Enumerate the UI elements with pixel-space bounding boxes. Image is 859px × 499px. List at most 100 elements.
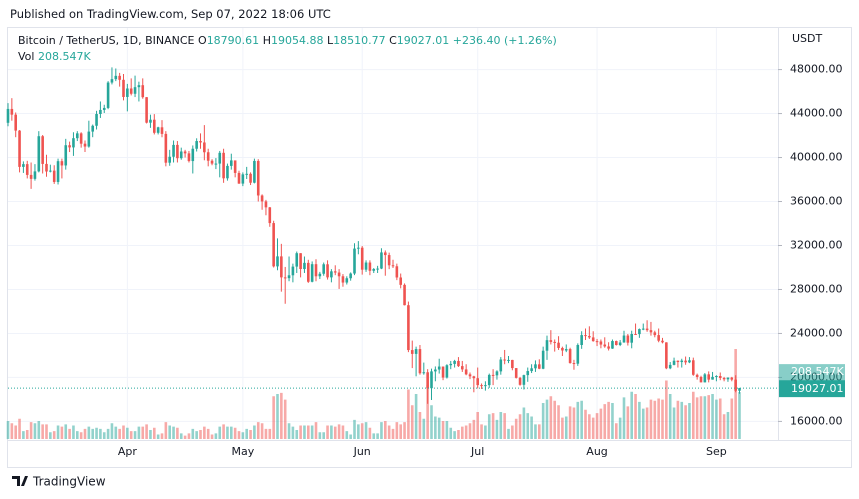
candle-body xyxy=(95,113,98,126)
volume-bar xyxy=(214,433,218,439)
volume-bar xyxy=(380,422,383,439)
candle-body xyxy=(18,130,21,167)
candle-body xyxy=(430,371,433,389)
volume-bar xyxy=(734,349,737,439)
volume-bar xyxy=(253,425,256,439)
volume-bar xyxy=(372,433,376,439)
volume-bar xyxy=(511,425,514,439)
candle-body xyxy=(33,171,37,179)
candle-body xyxy=(657,335,660,341)
candle-body xyxy=(160,127,164,134)
volume-bar xyxy=(114,426,118,439)
volume-bar xyxy=(387,425,391,439)
candle-body xyxy=(580,335,583,345)
volume-bar xyxy=(722,414,726,439)
candle-body xyxy=(79,133,83,144)
volume-bar xyxy=(495,419,499,439)
volume-bar xyxy=(695,397,699,439)
candle-body xyxy=(568,349,572,364)
volume-bar xyxy=(230,426,233,439)
volume-bar xyxy=(264,428,268,439)
candle-body xyxy=(726,377,730,380)
volume-bar xyxy=(534,424,537,439)
volume-bar xyxy=(611,403,614,439)
volume-bar xyxy=(310,425,314,439)
volume-bar xyxy=(56,425,60,439)
volume-bar xyxy=(434,416,437,439)
candle-body xyxy=(203,142,206,153)
candle-body xyxy=(218,152,222,164)
volume-bar xyxy=(615,423,618,439)
volume-bar xyxy=(464,425,468,439)
volume-bar xyxy=(688,403,691,439)
high-value: 19054.88 xyxy=(270,34,324,47)
candle-body xyxy=(353,248,356,274)
candle-body xyxy=(688,360,691,363)
volume-bar xyxy=(226,426,229,439)
volume-bar xyxy=(364,422,368,439)
candle-body xyxy=(630,334,633,343)
candle-body xyxy=(106,82,110,108)
volume-bar xyxy=(595,413,599,439)
candle-body xyxy=(734,379,737,391)
candle-body xyxy=(395,266,399,278)
volume-bar xyxy=(141,426,145,439)
candle-body xyxy=(530,368,533,372)
y-tick-label: 40000.00 xyxy=(790,151,843,164)
candle-body xyxy=(407,305,410,351)
x-tick-label: Sep xyxy=(706,445,727,458)
volume-bar xyxy=(661,399,664,439)
volume-bar xyxy=(110,423,114,439)
volume-bar xyxy=(584,409,587,439)
candle-body xyxy=(268,207,272,224)
x-tick-label: May xyxy=(231,445,254,458)
volume-bar xyxy=(414,394,418,439)
candle-body xyxy=(449,363,453,366)
volume-bar xyxy=(14,425,17,439)
candle-body xyxy=(641,328,645,330)
candle-body xyxy=(545,340,549,351)
candle-body xyxy=(237,172,241,184)
volume-bar xyxy=(314,422,318,439)
candle-body xyxy=(206,152,210,161)
candle-body xyxy=(699,376,703,383)
volume-bar xyxy=(303,425,306,439)
candle-body xyxy=(341,276,345,283)
candle-body xyxy=(468,374,472,377)
volume-bar xyxy=(514,418,518,439)
candle-body xyxy=(253,160,256,183)
y-tick-label: 44000.00 xyxy=(790,107,843,120)
volume-bar xyxy=(49,432,52,439)
chart-frame xyxy=(7,27,852,468)
volume-bar xyxy=(179,433,183,439)
candle-body xyxy=(299,253,302,270)
volume-bar xyxy=(572,407,576,439)
candle-body xyxy=(576,344,580,364)
volume-bar xyxy=(603,404,607,439)
volume-bar xyxy=(638,401,641,439)
price-tag xyxy=(779,380,845,398)
candle-body xyxy=(441,366,445,378)
volume-bar xyxy=(206,428,210,439)
candle-body xyxy=(99,109,102,114)
candle-body xyxy=(345,278,349,283)
volume-bar xyxy=(25,430,29,439)
candle-body xyxy=(572,363,576,365)
candle-body xyxy=(145,97,148,123)
candle-body xyxy=(83,143,87,147)
candle-body xyxy=(330,271,333,278)
candle-body xyxy=(149,119,152,123)
volume-bar xyxy=(576,401,580,439)
candle-body xyxy=(718,376,722,378)
volume-bar xyxy=(183,435,187,439)
x-tick-label: Jun xyxy=(353,445,371,458)
volume-bar xyxy=(445,421,449,439)
candle-body xyxy=(241,174,245,184)
volume-bar xyxy=(118,428,121,439)
low-value: 18510.77 xyxy=(333,34,386,47)
published-note: Published on TradingView.com, Sep 07, 20… xyxy=(10,7,331,21)
candle-body xyxy=(376,268,379,270)
volume-bar xyxy=(591,417,595,439)
candle-body xyxy=(133,87,137,94)
candle-body xyxy=(102,107,106,110)
